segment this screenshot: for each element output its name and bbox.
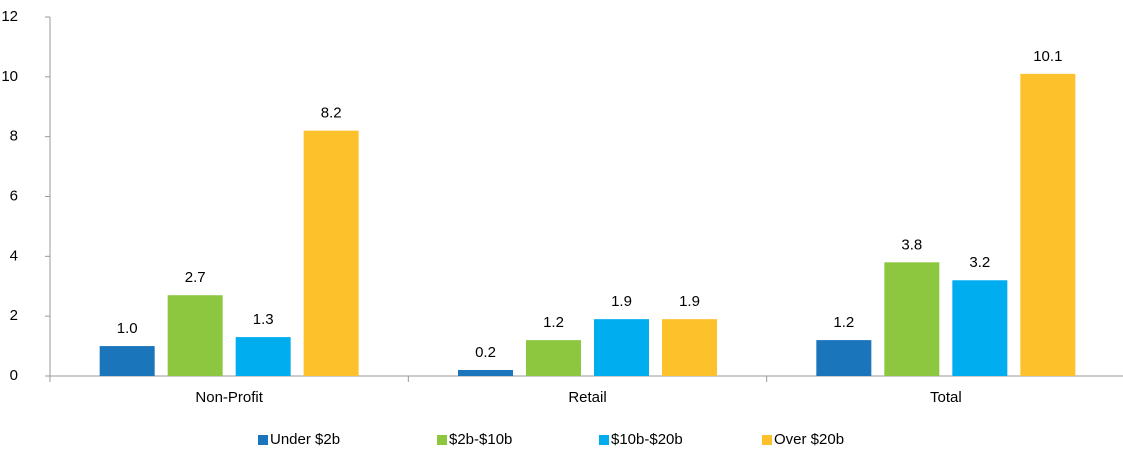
bar <box>235 337 291 376</box>
legend-swatch <box>762 435 772 445</box>
value-label: 3.8 <box>901 236 922 253</box>
value-label: 10.1 <box>1033 48 1062 65</box>
bar <box>99 346 155 376</box>
y-tick-label: 0 <box>10 367 18 384</box>
y-tick-label: 10 <box>1 68 18 85</box>
y-tick-label: 8 <box>10 128 18 145</box>
bar <box>662 319 717 376</box>
legend-swatch <box>437 435 447 445</box>
value-label: 1.2 <box>543 314 564 331</box>
bar <box>1020 73 1076 376</box>
x-tick-label: Total <box>930 389 962 406</box>
value-label: 1.2 <box>833 314 854 331</box>
bar <box>594 319 649 376</box>
legend-label: Over $20b <box>774 431 844 448</box>
y-tick-label: 2 <box>10 307 18 324</box>
bar <box>303 130 359 376</box>
legend-label: Under $2b <box>270 431 340 448</box>
legend-label: $2b-$10b <box>449 431 512 448</box>
value-label: 1.9 <box>679 293 700 310</box>
legend-swatch <box>258 435 268 445</box>
value-label: 0.2 <box>475 344 496 361</box>
value-label: 1.3 <box>253 311 274 328</box>
legend-label: $10b-$20b <box>611 431 683 448</box>
value-label: 1.0 <box>117 320 138 337</box>
x-tick-label: Non-Profit <box>195 389 263 406</box>
y-tick-label: 12 <box>1 8 18 25</box>
bar <box>816 340 872 376</box>
bar <box>167 295 223 376</box>
bar <box>884 262 940 376</box>
bar <box>458 370 513 376</box>
y-tick-label: 4 <box>10 247 18 264</box>
legend-swatch <box>599 435 609 445</box>
y-tick-label: 6 <box>10 187 18 204</box>
bar <box>526 340 581 376</box>
value-label: 8.2 <box>321 105 342 122</box>
bar <box>952 280 1008 376</box>
x-tick-label: Retail <box>568 389 606 406</box>
value-label: 3.2 <box>969 254 990 271</box>
value-label: 1.9 <box>611 293 632 310</box>
value-label: 2.7 <box>185 269 206 286</box>
